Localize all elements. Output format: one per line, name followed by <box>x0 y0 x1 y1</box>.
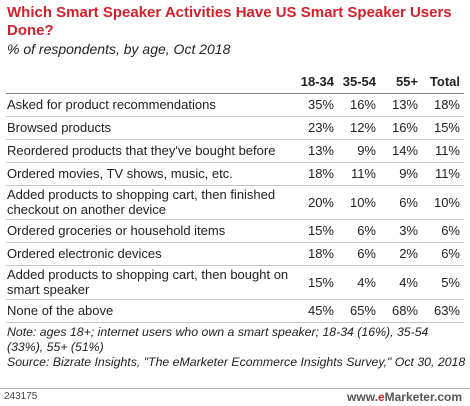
table-row: Ordered groceries or household items 15% 6… <box>6 219 464 242</box>
value-cell: 12% <box>349 120 376 135</box>
table-row: Asked for product recommendations 35% 16% 1… <box>6 93 464 116</box>
brand-e: e <box>377 390 385 404</box>
brand-rest: Marketer.com <box>384 390 462 404</box>
chart-title: Which Smart Speaker Activities Have US S… <box>7 4 452 39</box>
value-cell: 11% <box>434 143 460 158</box>
row-label: Browsed products <box>7 120 112 135</box>
row-label: Asked for product recommendations <box>7 97 216 112</box>
value-cell: 18% <box>433 97 460 112</box>
table-row: None of the above 45% 65% 68% 63% <box>6 299 464 322</box>
value-cell: 35% <box>307 97 334 112</box>
footnote: Note: ages 18+; internet users who own a… <box>7 325 467 370</box>
table-row: Reordered products that they've bought b… <box>6 139 464 162</box>
header-label-cell <box>6 72 296 93</box>
value-cell: 13% <box>391 97 418 112</box>
value-cell: 4% <box>399 274 418 290</box>
value-cell: 6% <box>399 194 418 210</box>
chart-subtitle: % of respondents, by age, Oct 2018 <box>7 41 231 57</box>
value-cell: 10% <box>433 194 460 210</box>
value-cell: 18% <box>307 246 334 261</box>
row-label: Ordered movies, TV shows, music, etc. <box>7 166 233 181</box>
value-cell: 68% <box>391 303 418 318</box>
footer-divider <box>0 388 470 389</box>
brand-logo: www.eMarketer.com <box>347 390 462 404</box>
table-body: Asked for product recommendations 35% 16% 1… <box>6 93 464 322</box>
value-cell: 65% <box>349 303 376 318</box>
row-label: Added products to shopping cart, then fi… <box>7 187 276 217</box>
value-cell: 10% <box>349 194 376 210</box>
value-cell: 11% <box>350 166 376 181</box>
table-header-row: 18-34 35-54 55+ Total <box>6 72 464 93</box>
column-header: Total <box>429 73 460 89</box>
column-header: 35-54 <box>342 73 376 89</box>
value-cell: 20% <box>307 194 334 210</box>
value-cell: 5% <box>441 274 460 290</box>
value-cell: 9% <box>399 166 418 181</box>
row-label: None of the above <box>7 303 114 318</box>
value-cell: 23% <box>307 120 334 135</box>
value-cell: 11% <box>434 166 460 181</box>
table-row: Ordered electronic devices 18% 6% 2% 6% <box>6 242 464 265</box>
value-cell: 63% <box>433 303 460 318</box>
column-header: 18-34 <box>300 73 334 89</box>
value-cell: 15% <box>433 120 460 135</box>
value-cell: 45% <box>307 303 334 318</box>
value-cell: 4% <box>357 274 376 290</box>
data-table: 18-34 35-54 55+ Total Asked for product … <box>6 72 464 323</box>
note-text: Note: ages 18+; internet users who own a… <box>7 325 429 354</box>
row-label: Added products to shopping cart, then bo… <box>7 267 289 297</box>
value-cell: 16% <box>349 97 376 112</box>
value-cell: 15% <box>307 223 334 238</box>
value-cell: 6% <box>441 223 460 238</box>
value-cell: 15% <box>307 274 334 290</box>
brand-prefix: www. <box>347 390 378 404</box>
value-cell: 18% <box>307 166 334 181</box>
table-row: Added products to shopping cart, then fi… <box>6 185 464 219</box>
table-row: Ordered movies, TV shows, music, etc. 18%… <box>6 162 464 185</box>
value-cell: 6% <box>441 246 460 261</box>
value-cell: 6% <box>357 223 376 238</box>
value-cell: 9% <box>357 143 376 158</box>
source-text: Source: Bizrate Insights, "The eMarketer… <box>7 355 466 369</box>
chart-id: 243175 <box>4 391 38 402</box>
value-cell: 14% <box>391 143 418 158</box>
table-row: Added products to shopping cart, then bo… <box>6 265 464 299</box>
row-label: Reordered products that they've bought b… <box>7 143 276 158</box>
row-label: Ordered groceries or household items <box>7 223 226 238</box>
value-cell: 2% <box>399 246 418 261</box>
value-cell: 6% <box>357 246 376 261</box>
row-label: Ordered electronic devices <box>7 246 162 261</box>
value-cell: 13% <box>307 143 334 158</box>
value-cell: 3% <box>399 223 418 238</box>
column-header: 55+ <box>395 73 418 89</box>
table-row: Browsed products 23% 12% 16% 15% <box>6 116 464 139</box>
value-cell: 16% <box>391 120 418 135</box>
